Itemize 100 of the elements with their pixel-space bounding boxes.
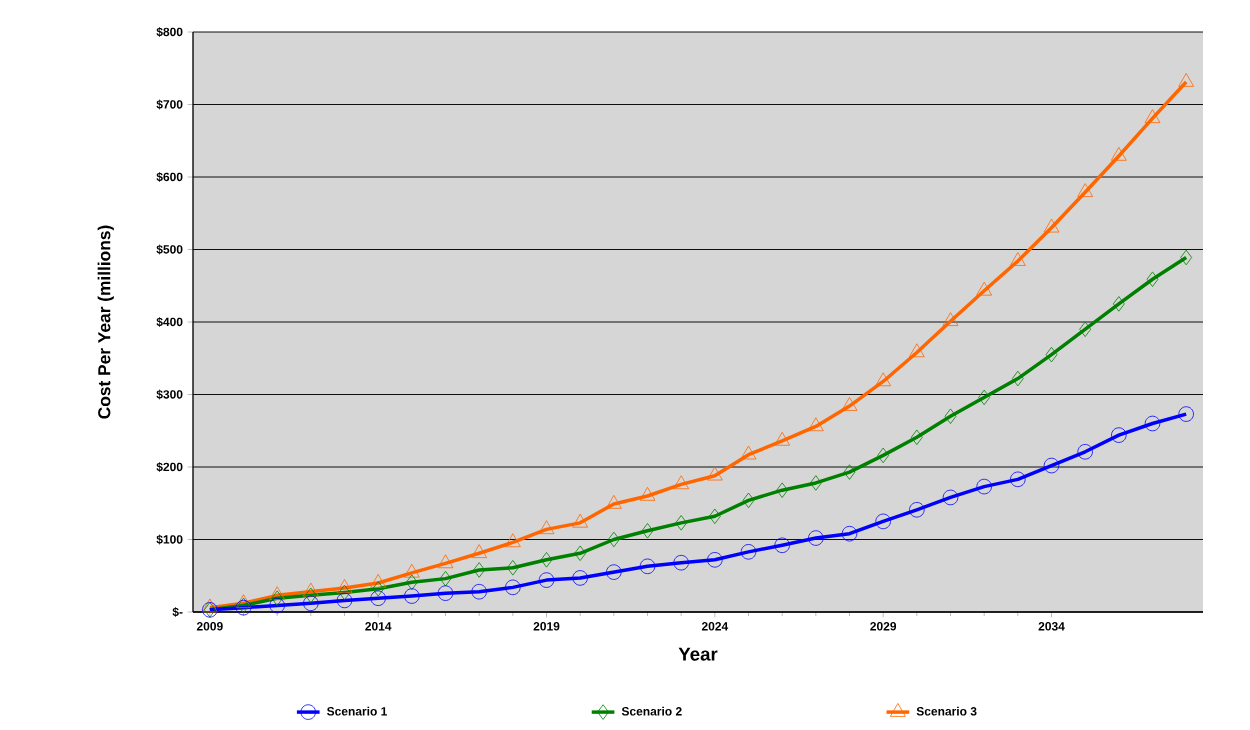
point (1180, 249, 1193, 266)
point (336, 579, 353, 593)
point (437, 585, 454, 601)
point (269, 586, 286, 601)
point (808, 530, 824, 546)
point (639, 558, 656, 575)
point (1043, 457, 1060, 474)
point (404, 588, 420, 604)
point (1178, 72, 1195, 87)
point (1043, 218, 1060, 233)
point (1111, 427, 1127, 443)
point (1077, 444, 1093, 460)
point (201, 598, 218, 613)
y-tick-label: $300 (156, 389, 183, 400)
point (1178, 406, 1194, 422)
point (471, 544, 488, 559)
point (976, 478, 992, 495)
y-tick-label: $100 (156, 534, 183, 545)
point (706, 466, 723, 481)
point (1146, 271, 1159, 287)
point (641, 523, 654, 539)
point (538, 572, 555, 588)
point (807, 417, 824, 432)
point (506, 560, 519, 576)
point (405, 574, 418, 591)
point (909, 502, 925, 518)
y-tick-label: $700 (156, 99, 183, 110)
point (439, 570, 452, 587)
point (841, 397, 858, 411)
point (639, 486, 656, 501)
point (304, 587, 317, 604)
point (607, 531, 620, 548)
y-tick-label: $- (172, 607, 183, 617)
point (776, 482, 789, 498)
point (673, 554, 689, 571)
point (908, 343, 925, 358)
x-tick-label: 2024 (701, 622, 729, 631)
point (572, 513, 589, 528)
y-axis-title: Cost Per Year (millions) (97, 225, 114, 419)
point (675, 515, 688, 531)
point (740, 544, 757, 560)
point (605, 494, 622, 509)
point (1009, 252, 1026, 266)
x-tick-label: 2014 (365, 622, 392, 631)
point (1112, 296, 1125, 312)
y-tick-label: $600 (156, 172, 183, 182)
point (1077, 183, 1094, 197)
point (538, 520, 555, 535)
point (271, 590, 284, 606)
point (942, 312, 959, 327)
point (403, 563, 420, 578)
point (1110, 146, 1127, 161)
legend-label: Scenario 2 (621, 706, 682, 716)
legend-label: Scenario 1 (326, 706, 387, 716)
point (1144, 415, 1161, 432)
point (606, 564, 622, 580)
point (809, 475, 822, 491)
x-tick-label: 2034 (1038, 622, 1065, 631)
point (841, 525, 858, 542)
point (910, 429, 923, 446)
point (708, 508, 721, 525)
point (473, 562, 486, 578)
y-tick-label: $200 (156, 462, 183, 472)
point (944, 408, 957, 424)
point (877, 447, 890, 464)
point (572, 570, 588, 586)
point (1010, 471, 1026, 488)
point (540, 552, 553, 568)
point (978, 389, 991, 406)
point (303, 595, 319, 612)
y-tick-label: $400 (156, 317, 183, 327)
point (875, 372, 892, 387)
point (372, 581, 385, 597)
point (774, 537, 790, 554)
point (774, 431, 791, 446)
point (740, 445, 757, 460)
point (1011, 370, 1024, 387)
y-tick-label: $500 (156, 244, 183, 255)
y-tick-label: $800 (156, 27, 183, 37)
point (505, 579, 521, 596)
point (471, 583, 487, 600)
point (1144, 109, 1161, 124)
point (942, 489, 959, 506)
x-axis-title: Year (678, 647, 718, 661)
point (504, 533, 521, 548)
legend-label: Scenario 3 (916, 706, 977, 716)
point (302, 582, 319, 597)
point (269, 597, 285, 614)
point (707, 552, 723, 568)
point (370, 590, 386, 606)
point (1079, 321, 1092, 337)
point (875, 513, 891, 530)
point (437, 554, 454, 569)
x-tick-label: 2029 (870, 622, 897, 631)
point (673, 475, 690, 490)
x-tick-label: 2019 (533, 622, 560, 631)
point (1045, 346, 1058, 363)
point (843, 464, 856, 480)
point (742, 492, 755, 509)
point (338, 584, 351, 601)
